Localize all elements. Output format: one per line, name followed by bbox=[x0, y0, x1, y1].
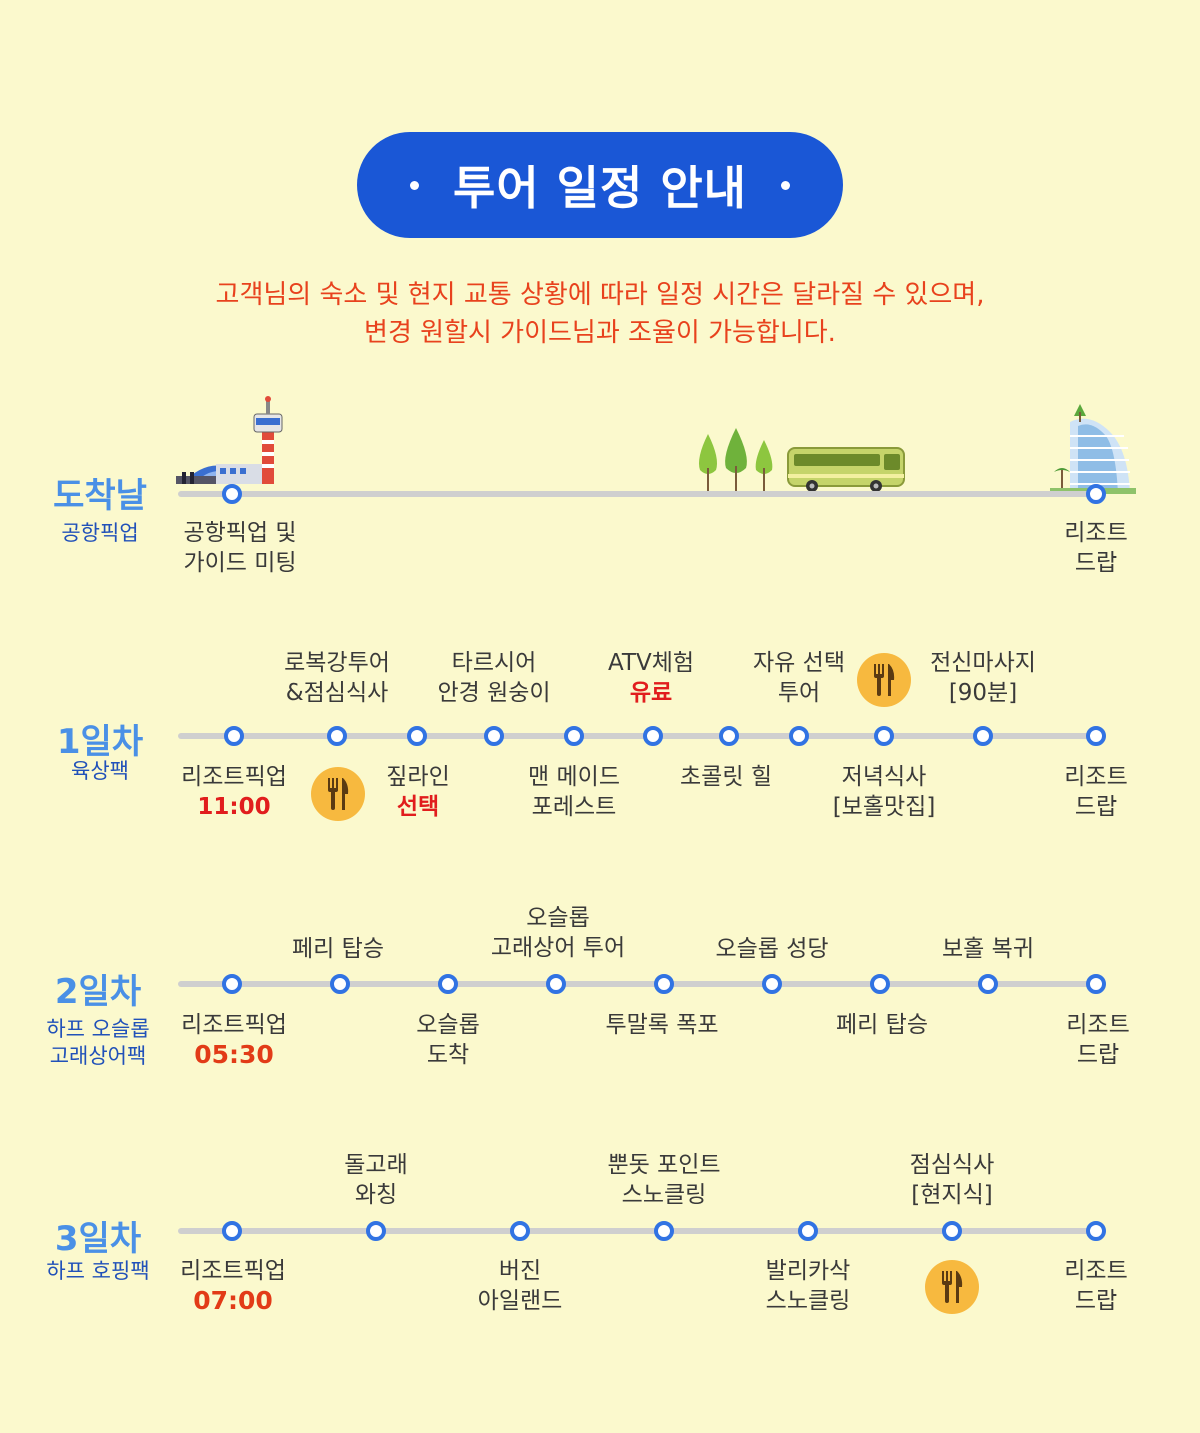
trees-icon bbox=[699, 428, 773, 492]
day2-top-label: 페리 탑승 bbox=[292, 936, 384, 962]
arrival-start-label: 공항픽업 및 가이드 미팅 bbox=[183, 520, 297, 576]
arrival-node-start bbox=[222, 484, 242, 504]
day3-node bbox=[654, 1221, 674, 1241]
notice-line-2: 변경 원할시 가이드님과 조율이 가능합니다. bbox=[364, 318, 836, 348]
day1-subtitle: 육상팩 bbox=[71, 759, 129, 783]
fork-knife-icon bbox=[311, 767, 365, 821]
day2-bottom-label: 페리 탑승 bbox=[836, 1012, 928, 1038]
day3-node bbox=[366, 1221, 386, 1241]
day2-top-label: 보홀 복귀 bbox=[942, 936, 1034, 962]
arrival-timeline bbox=[178, 491, 1098, 497]
day2-node bbox=[978, 974, 998, 994]
day1-top-label: 자유 선택 투어 bbox=[753, 650, 845, 706]
day2-title: 2일차 bbox=[54, 972, 142, 1012]
day1-bottom-label: 초콜릿 힐 bbox=[680, 764, 772, 790]
day3-subtitle: 하프 호핑팩 bbox=[46, 1259, 150, 1283]
day2-subtitle: 하프 오슬롭 고래상어팩 bbox=[46, 1017, 150, 1068]
day3-bottom-label: 발리카삭 스노클링 bbox=[765, 1258, 851, 1314]
arrival-node-end bbox=[1086, 484, 1106, 504]
day3-node bbox=[510, 1221, 530, 1241]
day3-node bbox=[798, 1221, 818, 1241]
notice-line-1: 고객님의 숙소 및 현지 교통 상황에 따라 일정 시간은 달라질 수 있으며, bbox=[215, 280, 985, 310]
day1-bottom-label: 맨 메이드 포레스트 bbox=[528, 764, 620, 820]
bullet-dot-left bbox=[410, 180, 420, 190]
day2-bottom-label: 리조트픽업 05:30 bbox=[181, 1012, 287, 1069]
day1-bottom-label: 리조트 드랍 bbox=[1064, 764, 1128, 820]
bullet-dot-right bbox=[780, 180, 790, 190]
day1-node bbox=[484, 726, 504, 746]
day1-top-label: 타르시어 안경 원숭이 bbox=[437, 650, 551, 706]
airport-tower-icon bbox=[176, 396, 283, 484]
day2-top-label: 오슬롭 고래상어 투어 bbox=[490, 905, 626, 961]
day1-node bbox=[874, 726, 894, 746]
day3-node bbox=[222, 1221, 242, 1241]
day1-node bbox=[643, 726, 663, 746]
day2-node bbox=[762, 974, 782, 994]
day2-bottom-label: 투말록 폭포 bbox=[605, 1012, 719, 1038]
day1-node bbox=[973, 726, 993, 746]
day2-bottom-label: 리조트 드랍 bbox=[1066, 1012, 1130, 1068]
day2-node bbox=[222, 974, 242, 994]
day1-title: 1일차 bbox=[56, 722, 144, 762]
day1-timeline bbox=[178, 733, 1098, 739]
day3-bottom-label: 리조트 드랍 bbox=[1064, 1258, 1128, 1314]
day1-node bbox=[327, 726, 347, 746]
day2-node bbox=[438, 974, 458, 994]
day2-node bbox=[654, 974, 674, 994]
day3-node bbox=[942, 1221, 962, 1241]
day1-top-label: ATV체험 유료 bbox=[607, 650, 695, 706]
day3-bottom-label: 버진 아일랜드 bbox=[477, 1258, 563, 1314]
day1-node bbox=[224, 726, 244, 746]
day3-bottom-label: 리조트픽업 07:00 bbox=[180, 1258, 286, 1315]
day2-node bbox=[330, 974, 350, 994]
fork-knife-icon bbox=[857, 653, 911, 707]
day1-node bbox=[719, 726, 739, 746]
day3-top-label: 점심식사 [현지식] bbox=[909, 1152, 995, 1208]
day3-title: 3일차 bbox=[54, 1219, 142, 1259]
arrival-title: 도착날 bbox=[53, 476, 147, 516]
resort-hotel-icon bbox=[1050, 404, 1136, 494]
page-title: 투어 일정 안내 bbox=[453, 161, 747, 215]
arrival-end-label: 리조트 드랍 bbox=[1064, 520, 1128, 576]
day2-top-label: 오슬롭 성당 bbox=[715, 936, 829, 962]
day3-top-label: 돌고래 와칭 bbox=[344, 1152, 408, 1208]
day2-node bbox=[546, 974, 566, 994]
day1-top-label: 전신마사지 [90분] bbox=[930, 650, 1036, 706]
title-pill: 투어 일정 안내 bbox=[357, 132, 843, 238]
day1-node bbox=[1086, 726, 1106, 746]
day1-bottom-label: 리조트픽업 11:00 bbox=[181, 764, 287, 820]
day3-timeline bbox=[178, 1228, 1098, 1234]
day2-node bbox=[1086, 974, 1106, 994]
bus-icon bbox=[787, 447, 905, 492]
day1-node bbox=[789, 726, 809, 746]
day1-node bbox=[564, 726, 584, 746]
day3-top-label: 뿐돗 포인트 스노클링 bbox=[607, 1152, 721, 1208]
arrival-subtitle: 공항픽업 bbox=[61, 521, 139, 545]
day1-bottom-label: 저녁식사 [보홀맛집] bbox=[832, 764, 936, 820]
fork-knife-icon bbox=[925, 1260, 979, 1314]
day3-node bbox=[1086, 1221, 1106, 1241]
day1-top-label: 로복강투어 &점심식사 bbox=[284, 650, 390, 706]
day1-bottom-label: 짚라인 선택 bbox=[386, 764, 450, 820]
day2-timeline bbox=[178, 981, 1098, 987]
day1-node bbox=[407, 726, 427, 746]
day2-bottom-label: 오슬롭 도착 bbox=[416, 1012, 480, 1068]
day2-node bbox=[870, 974, 890, 994]
